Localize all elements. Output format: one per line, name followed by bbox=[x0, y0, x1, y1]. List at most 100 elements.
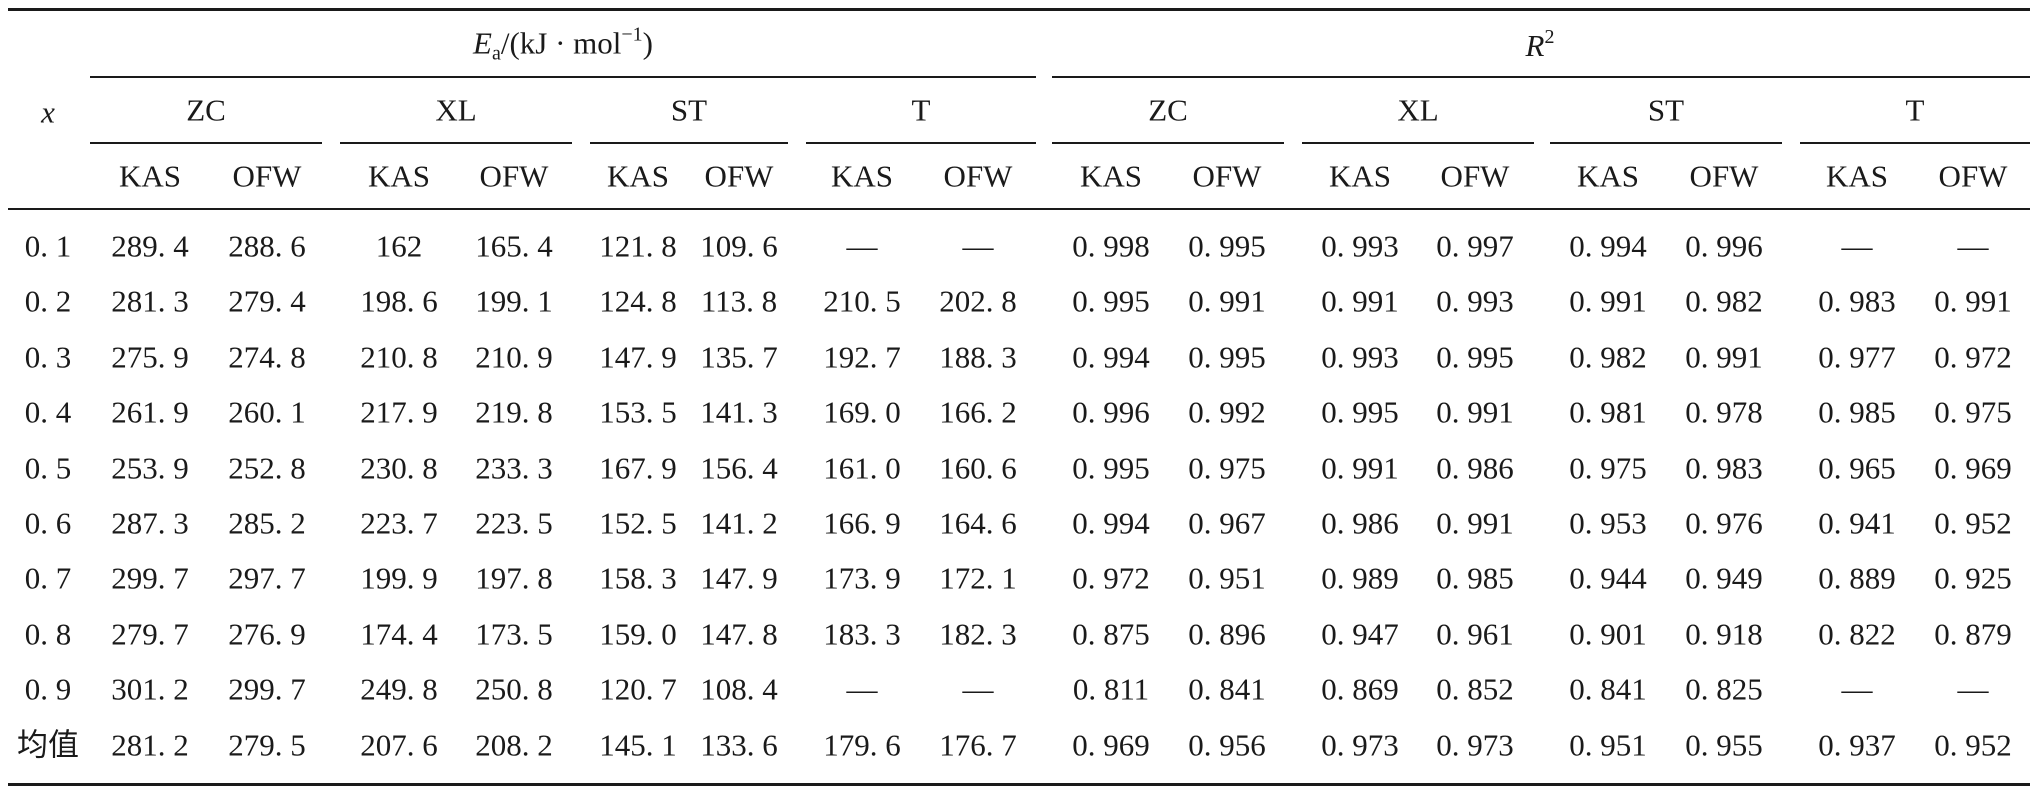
material-header: XL bbox=[435, 92, 477, 128]
table-cell: 210. 5 bbox=[823, 283, 901, 319]
table-cell: 253. 9 bbox=[111, 450, 189, 486]
table-cell: — bbox=[962, 228, 994, 264]
table-cell: 176. 7 bbox=[939, 727, 1017, 763]
material-header: T bbox=[911, 92, 931, 128]
table-cell: 210. 9 bbox=[475, 339, 553, 375]
table-cell: 297. 7 bbox=[228, 560, 306, 596]
table-cell: 197. 8 bbox=[475, 560, 553, 596]
table-cell: 0. 991 bbox=[1685, 339, 1763, 375]
table-cell: 109. 6 bbox=[700, 228, 778, 264]
table-cell: 159. 0 bbox=[599, 616, 677, 652]
table-cell: 174. 4 bbox=[360, 616, 438, 652]
table-cell: 0. 996 bbox=[1072, 394, 1150, 430]
r2-group-header: R2 bbox=[1526, 27, 1555, 61]
table-cell: 0. 875 bbox=[1072, 616, 1150, 652]
table-cell: 0. 986 bbox=[1436, 450, 1514, 486]
table-cell: 299. 7 bbox=[111, 560, 189, 596]
table-cell: 0. 978 bbox=[1685, 394, 1763, 430]
table-cell: 0. 969 bbox=[1934, 450, 2012, 486]
table-cell: 0. 995 bbox=[1436, 339, 1514, 375]
ea-subscript: a bbox=[491, 42, 501, 65]
material-header: XL bbox=[1397, 92, 1439, 128]
table-cell: 0. 937 bbox=[1818, 727, 1896, 763]
table-cell: 0. 996 bbox=[1685, 228, 1763, 264]
table-cell: 0. 952 bbox=[1934, 727, 2012, 763]
table-cell: 160. 6 bbox=[939, 450, 1017, 486]
table-cell: 0. 953 bbox=[1569, 505, 1647, 541]
row-variable-header: x bbox=[41, 94, 55, 130]
table-cell: 188. 3 bbox=[939, 339, 1017, 375]
table-cell: 124. 8 bbox=[599, 283, 677, 319]
material-header: ZC bbox=[186, 92, 226, 128]
material-rule-zc bbox=[90, 142, 322, 144]
table-cell: 166. 9 bbox=[823, 505, 901, 541]
table-cell: — bbox=[846, 671, 878, 707]
table-cell: — bbox=[1841, 671, 1873, 707]
table-cell: 0. 991 bbox=[1934, 283, 2012, 319]
table-cell: 0. 997 bbox=[1436, 228, 1514, 264]
table-cell: 0. 972 bbox=[1072, 560, 1150, 596]
ea-group-rule bbox=[90, 76, 1036, 78]
table-cell: 289. 4 bbox=[111, 228, 189, 264]
method-header: KAS bbox=[1328, 158, 1392, 194]
table-cell: 147. 8 bbox=[700, 616, 778, 652]
table-cell: 252. 8 bbox=[228, 450, 306, 486]
row-label: 0. 3 bbox=[24, 339, 72, 375]
row-label: 0. 1 bbox=[24, 228, 72, 264]
table-cell: 0. 983 bbox=[1818, 283, 1896, 319]
table-cell: 0. 991 bbox=[1321, 283, 1399, 319]
table-cell: 182. 3 bbox=[939, 616, 1017, 652]
table-cell: 161. 0 bbox=[823, 450, 901, 486]
table-cell: 179. 6 bbox=[823, 727, 901, 763]
material-header: ST bbox=[670, 92, 708, 128]
table-cell: 0. 993 bbox=[1436, 283, 1514, 319]
row-label: 0. 2 bbox=[24, 283, 72, 319]
table-cell: 173. 5 bbox=[475, 616, 553, 652]
table-cell: 219. 8 bbox=[475, 394, 553, 430]
ea-symbol: E bbox=[473, 25, 492, 61]
table-cell: 279. 5 bbox=[228, 727, 306, 763]
table-cell: 199. 1 bbox=[475, 283, 553, 319]
table-cell: 208. 2 bbox=[475, 727, 553, 763]
table-cell: 274. 8 bbox=[228, 339, 306, 375]
method-header: OFW bbox=[1689, 158, 1759, 194]
method-header: KAS bbox=[118, 158, 182, 194]
table-cell: 217. 9 bbox=[360, 394, 438, 430]
table-cell: 141. 2 bbox=[700, 505, 778, 541]
method-header: OFW bbox=[232, 158, 302, 194]
table-cell: 202. 8 bbox=[939, 283, 1017, 319]
table-cell: 0. 977 bbox=[1818, 339, 1896, 375]
method-header: KAS bbox=[830, 158, 894, 194]
row-label: 0. 8 bbox=[24, 616, 72, 652]
material-rule-xl-r2 bbox=[1302, 142, 1534, 144]
table-cell: 158. 3 bbox=[599, 560, 677, 596]
table-cell: 0. 967 bbox=[1188, 505, 1266, 541]
table-cell: 121. 8 bbox=[599, 228, 677, 264]
r2-symbol: R bbox=[1525, 28, 1545, 63]
table-cell: 192. 7 bbox=[823, 339, 901, 375]
r2-group-rule bbox=[1052, 76, 2030, 78]
table-cell: 199. 9 bbox=[360, 560, 438, 596]
table-cell: 0. 965 bbox=[1818, 450, 1896, 486]
table-cell: 0. 925 bbox=[1934, 560, 2012, 596]
table-cell: 172. 1 bbox=[939, 560, 1017, 596]
table-cell: 147. 9 bbox=[700, 560, 778, 596]
material-rule-t-r2 bbox=[1800, 142, 2030, 144]
table-cell: 167. 9 bbox=[599, 450, 677, 486]
table-cell: 0. 994 bbox=[1072, 505, 1150, 541]
table-cell: — bbox=[846, 228, 878, 264]
table-cell: 0. 983 bbox=[1685, 450, 1763, 486]
material-rule-st-r2 bbox=[1550, 142, 1782, 144]
table-cell: 108. 4 bbox=[700, 671, 778, 707]
table-cell: — bbox=[1957, 228, 1989, 264]
table-cell: 0. 993 bbox=[1321, 228, 1399, 264]
table-cell: 0. 995 bbox=[1188, 228, 1266, 264]
table-cell: 276. 9 bbox=[228, 616, 306, 652]
table-cell: 0. 961 bbox=[1436, 616, 1514, 652]
table-cell: 164. 6 bbox=[939, 505, 1017, 541]
table-cell: 0. 995 bbox=[1188, 339, 1266, 375]
table-cell: 299. 7 bbox=[228, 671, 306, 707]
table-cell: 0. 918 bbox=[1685, 616, 1763, 652]
method-header: KAS bbox=[1079, 158, 1143, 194]
